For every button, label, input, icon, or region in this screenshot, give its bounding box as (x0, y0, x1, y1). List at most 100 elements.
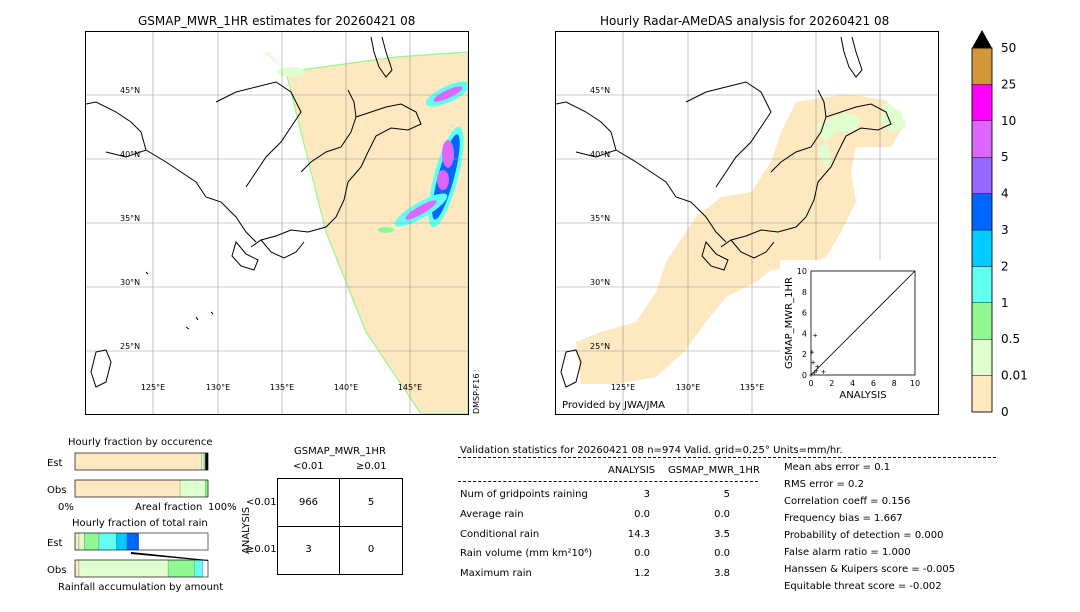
left-map-title: GSMAP_MWR_1HR estimates for 20260421 08 (138, 14, 416, 28)
occ-est-label: Est (47, 458, 63, 469)
colorbar-cell-9 (971, 47, 993, 85)
stat-row-0-label: Num of gridpoints raining (460, 489, 588, 500)
total-rain-title: Hourly fraction of total rain (72, 518, 208, 529)
occ-bar-1-seg-1 (179, 479, 206, 498)
stat-row-4-label: Maximum rain (460, 568, 532, 579)
rain-bar-0-seg-0 (74, 532, 80, 551)
occ-bar-0-frame (74, 452, 209, 471)
occ-x-min: 0% (58, 502, 74, 513)
validation-col-gsmap: GSMAP_MWR_1HR (668, 465, 760, 476)
scatter-point-2 (814, 368, 819, 373)
colorbar-cell-8 (971, 84, 993, 122)
colorbar-cells (971, 47, 993, 413)
rain-bar-1-seg-1 (78, 559, 169, 578)
scatter-point-1 (812, 370, 817, 375)
right-lat-35: 35°N (590, 214, 610, 223)
contingency-hline (278, 526, 402, 527)
score-3: Frequency bias = 1.667 (784, 513, 903, 524)
rain-bar-0-seg-3 (98, 532, 117, 551)
right-lat-30: 30°N (590, 278, 610, 287)
colorbar-outline (971, 47, 993, 413)
colorbar-label-3: 5 (1001, 150, 1009, 164)
scatter-ytick-0: 0 (802, 371, 807, 380)
scatter-xticks: 0 2 4 6 8 10 (808, 379, 920, 388)
colorbar-label-8: 0.5 (1001, 332, 1020, 346)
occ-bar-0-seg-3 (205, 452, 209, 471)
colorbar-label-2: 10 (1001, 114, 1016, 128)
right-map-title: Hourly Radar-AMeDAS analysis for 2026042… (600, 14, 890, 28)
colorbar-label-6: 2 (1001, 259, 1009, 273)
right-lat-40: 40°N (590, 150, 610, 159)
left-lon-145: 145°E (398, 383, 422, 392)
rain-bar-0-seg-1 (78, 532, 85, 551)
right-lat-45: 45°N (590, 86, 610, 95)
sensor-label-text: DMSP-F16 SSMIS (472, 370, 481, 414)
scatter-ytick-2: 4 (802, 329, 807, 338)
score-2: Correlation coeff = 0.156 (784, 496, 911, 507)
rain-obs-label: Obs (47, 565, 66, 576)
rain-xlabel: Rainfall accumulation by amount (58, 582, 223, 593)
scatter-xtick-0: 0 (808, 379, 813, 388)
scatter-plot: 0 2 4 6 8 10 0 2 4 6 8 10 ANALYSIS GSMAP_MWR_1HR (784, 267, 920, 401)
colorbar-label-9: 0.01 (1001, 369, 1028, 383)
contingency-col-1: ≥0.01 (356, 461, 387, 472)
rain-connector (131, 552, 208, 561)
colorbar-cell-4 (971, 229, 993, 267)
contingency-cell-11: 0 (367, 544, 375, 555)
occurrence-title: Hourly fraction by occurence (68, 437, 213, 448)
occ-obs-label: Obs (47, 485, 66, 496)
score-6: Hanssen & Kuipers score = -0.005 (784, 564, 956, 575)
colorbar-cell-3 (971, 266, 993, 303)
scatter-point-6 (821, 369, 826, 374)
contingency-cell-01: 5 (367, 497, 375, 508)
left-lat-labels: 45°N 40°N 35°N 30°N 25°N (120, 86, 140, 351)
radar-green-north (816, 112, 861, 142)
stat-row-1-label: Average rain (460, 509, 524, 520)
stat-row-3-label: Rain volume (mm km²10⁶) (460, 548, 593, 559)
score-7: Equitable threat score = -0.002 (784, 581, 942, 592)
score-4: Probability of detection = 0.000 (784, 530, 944, 541)
right-lon-labels: 125°E 130°E 135°E (611, 383, 764, 392)
occ-xlabel: Areal fraction (135, 502, 202, 513)
left-lon-140: 140°E (334, 383, 358, 392)
sensor-label: DMSP-F16 SSMIS (472, 370, 481, 414)
scatter-ytick-5: 10 (797, 267, 807, 276)
stat-row-1-gsmap: 0.0 (714, 509, 730, 520)
validation-header: Validation statistics for 20260421 08 n=… (460, 445, 843, 456)
colorbar-cell-6 (971, 156, 993, 194)
colorbar-cell-7 (971, 120, 993, 158)
occurrence-bars (74, 452, 209, 498)
scatter-ytick-3: 6 (802, 309, 807, 318)
scatter-xtick-4: 8 (892, 379, 897, 388)
rain-patch-north-west (277, 67, 305, 77)
left-lon-135: 135°E (270, 383, 294, 392)
left-coastline (86, 36, 422, 388)
satellite-swath (285, 51, 468, 414)
colorbar-label-10: 0 (1001, 405, 1009, 419)
right-lon-135: 135°E (740, 383, 764, 392)
stat-row-2-analysis: 14.3 (627, 529, 650, 540)
colorbar-over-triangle (972, 30, 992, 48)
right-map: 45°N 40°N 35°N 30°N 25°N 125°E 130°E 135… (555, 31, 939, 415)
scatter-ylabel: GSMAP_MWR_1HR (784, 277, 795, 369)
scatter-diagonal (810, 270, 916, 376)
left-map: 45°N 40°N 35°N 30°N 25°N 125°E 130°E 135… (85, 31, 469, 415)
occ-bar-0-seg-0 (74, 452, 202, 471)
rain-est-label: Est (47, 538, 63, 549)
occ-bar-0-seg-2 (203, 452, 206, 471)
rain-band-south-core (405, 200, 437, 220)
scatter-xtick-2: 4 (850, 379, 855, 388)
stat-row-0-gsmap: 5 (723, 489, 730, 500)
scatter-yticks: 0 2 4 6 8 10 (797, 267, 807, 380)
scatter-xtick-1: 2 (829, 379, 834, 388)
contingency-cell-10: 3 (305, 544, 312, 555)
occ-bar-1-frame (74, 479, 209, 498)
contingency-row-1: ≥0.01 (246, 544, 277, 555)
colorbar-cell-0 (971, 375, 993, 413)
stat-row-2-gsmap: 3.5 (714, 529, 730, 540)
colorbar-cell-5 (971, 193, 993, 231)
left-lon-130: 130°E (206, 383, 230, 392)
validation-dashed-line (458, 457, 996, 458)
contingency-col-0: <0.01 (293, 461, 324, 472)
left-lon-125: 125°E (141, 383, 165, 392)
